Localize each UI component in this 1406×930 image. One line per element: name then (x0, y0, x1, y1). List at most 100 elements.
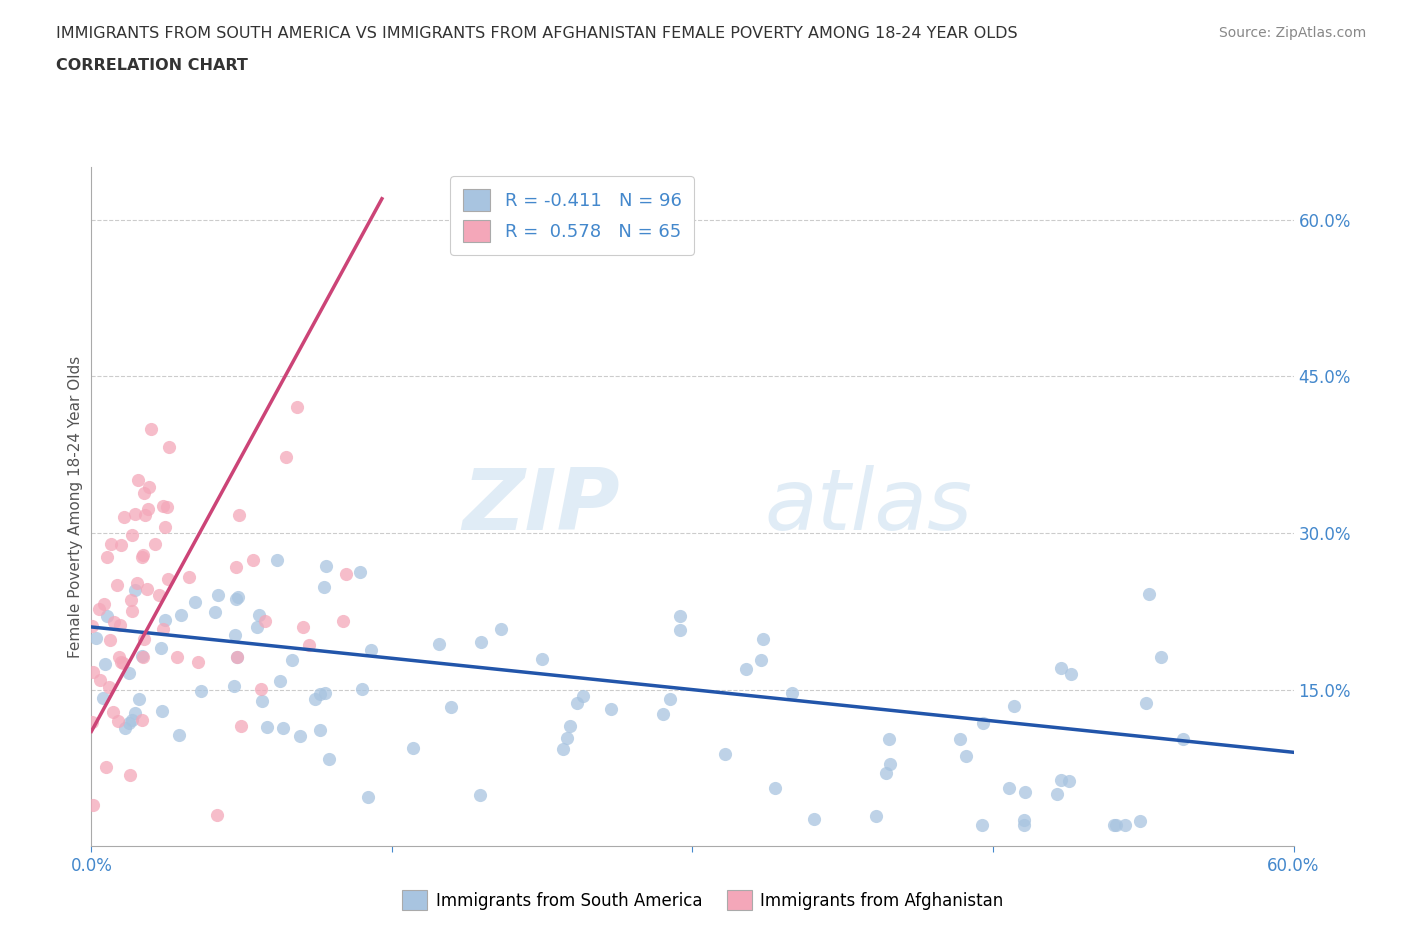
Point (152, 621, 174, 636)
Point (98, 679, 121, 694)
Point (190, 684, 212, 698)
Point (1014, 785, 1036, 800)
Point (205, 807, 228, 822)
Point (225, 560, 247, 575)
Point (148, 588, 170, 603)
Point (153, 519, 176, 534)
Point (877, 732, 900, 747)
Point (349, 565, 371, 579)
Point (335, 566, 357, 581)
Point (879, 757, 901, 772)
Point (269, 673, 291, 688)
Point (560, 718, 582, 733)
Y-axis label: Female Poverty Among 18-24 Year Olds: Female Poverty Among 18-24 Year Olds (67, 356, 83, 658)
Point (803, 812, 825, 827)
Point (1060, 667, 1083, 682)
Legend: Immigrants from South America, Immigrants from Afghanistan: Immigrants from South America, Immigrant… (395, 884, 1011, 917)
Point (107, 713, 129, 728)
Point (491, 621, 513, 636)
Point (875, 765, 897, 780)
Point (143, 537, 166, 551)
Point (124, 506, 146, 521)
Point (132, 548, 155, 563)
Point (134, 508, 156, 523)
Point (1050, 773, 1073, 788)
Legend: R = -0.411   N = 96, R =  0.578   N = 65: R = -0.411 N = 96, R = 0.578 N = 65 (450, 177, 695, 255)
Point (246, 619, 269, 634)
Point (749, 653, 772, 668)
Point (253, 614, 276, 629)
Point (1002, 698, 1025, 713)
Point (225, 592, 247, 607)
Text: ZIP: ZIP (463, 465, 620, 549)
Point (177, 569, 200, 584)
Point (228, 590, 250, 604)
Point (96, 609, 118, 624)
Point (118, 715, 141, 730)
Point (256, 719, 278, 734)
Point (242, 552, 264, 567)
Point (470, 635, 492, 650)
Text: atlas: atlas (765, 465, 973, 549)
Point (125, 576, 148, 591)
Point (468, 788, 491, 803)
Point (124, 582, 146, 597)
Point (103, 615, 125, 630)
Point (553, 742, 575, 757)
Point (440, 699, 463, 714)
Point (315, 559, 337, 574)
Point (1046, 786, 1069, 801)
Point (350, 682, 373, 697)
Point (107, 578, 129, 592)
Point (599, 701, 621, 716)
Point (224, 627, 246, 642)
Point (1150, 649, 1173, 664)
Point (304, 692, 326, 707)
Point (132, 485, 155, 500)
Point (360, 643, 382, 658)
Point (94, 760, 117, 775)
Point (288, 729, 311, 744)
Point (138, 479, 160, 494)
Point (91, 690, 114, 705)
Point (713, 746, 735, 761)
Text: Source: ZipAtlas.com: Source: ZipAtlas.com (1219, 26, 1367, 40)
Point (1014, 818, 1036, 833)
Point (332, 614, 354, 629)
Point (153, 613, 176, 628)
Point (949, 731, 972, 746)
Point (997, 780, 1019, 795)
Point (865, 808, 887, 823)
Point (266, 552, 288, 567)
Point (87, 602, 110, 617)
Point (110, 538, 132, 552)
Point (207, 587, 229, 602)
Point (752, 631, 775, 646)
Point (228, 508, 250, 523)
Point (291, 619, 314, 634)
Point (131, 649, 153, 664)
Point (1049, 661, 1071, 676)
Point (96, 550, 118, 565)
Point (555, 730, 578, 745)
Point (187, 655, 209, 670)
Point (111, 655, 134, 670)
Point (89, 673, 111, 688)
Point (955, 749, 977, 764)
Point (118, 666, 141, 681)
Point (101, 704, 124, 719)
Point (247, 607, 270, 622)
Point (1135, 696, 1157, 711)
Point (357, 790, 380, 804)
Point (152, 498, 174, 513)
Point (280, 653, 302, 668)
Point (970, 818, 993, 833)
Point (402, 740, 425, 755)
Point (274, 450, 297, 465)
Point (780, 686, 803, 701)
Point (82, 797, 104, 812)
Point (80, 714, 103, 729)
Point (110, 654, 132, 669)
Point (1171, 732, 1194, 747)
Point (132, 631, 155, 646)
